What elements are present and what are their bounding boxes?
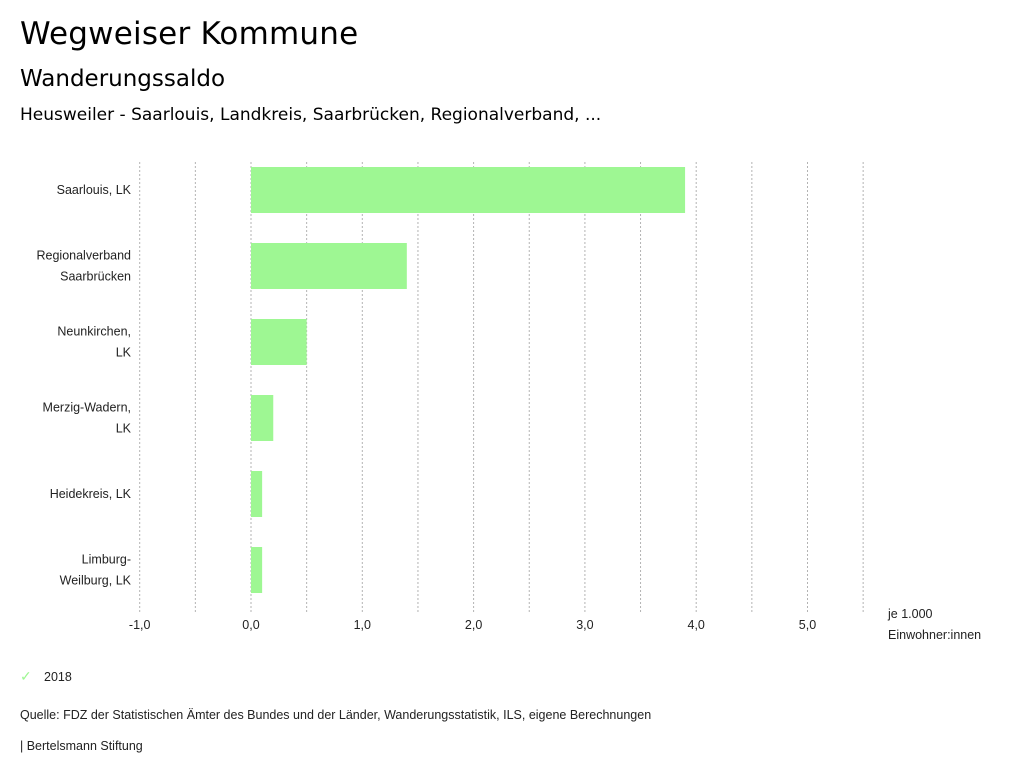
category-label: Limburg- [82, 553, 131, 567]
category-label: LK [116, 346, 132, 360]
category-label: Weilburg, LK [60, 574, 132, 588]
bar-chart: Saarlouis, LK Regionalverband Saarbrücken N… [36, 162, 864, 632]
bars [251, 167, 686, 593]
region-selection: Heusweiler - Saarlouis, Landkreis, Saarb… [20, 105, 602, 125]
x-tick-label: 1,0 [354, 618, 371, 632]
brand-note: | Bertelsmann Stiftung [20, 739, 143, 753]
category-label: Regionalverband [36, 249, 131, 263]
x-axis-unit-label: je 1.000 Einwohner:innen [888, 604, 981, 646]
bar[interactable] [251, 395, 274, 441]
source-note: Quelle: FDZ der Statistischen Ämter des … [20, 708, 652, 722]
unit-line-2: Einwohner:innen [888, 628, 982, 642]
x-tick-label: 5,0 [799, 618, 816, 632]
grid-lines [139, 162, 864, 612]
unit-line-1: je 1.000 [888, 607, 933, 621]
legend-item-2018[interactable]: ✓ 2018 [20, 668, 72, 685]
category-label: Saarlouis, LK [57, 183, 132, 197]
bar[interactable] [251, 167, 686, 213]
x-tick-label: 2,0 [465, 618, 482, 632]
x-tick-label: 4,0 [688, 618, 705, 632]
x-tick-label: 3,0 [576, 618, 593, 632]
chart-subtitle: Wanderungssaldo [20, 66, 226, 92]
category-labels: Saarlouis, LK Regionalverband Saarbrücken N… [36, 183, 131, 588]
x-tick-label: -1,0 [129, 618, 151, 632]
category-label: Heidekreis, LK [50, 487, 132, 501]
bar[interactable] [251, 547, 263, 593]
x-tick-label: 0,0 [242, 618, 259, 632]
category-label: Merzig-Wadern, [43, 401, 131, 415]
page-title: Wegweiser Kommune [20, 16, 359, 52]
bar[interactable] [251, 243, 407, 289]
category-label: Saarbrücken [60, 270, 131, 284]
legend-label: 2018 [44, 669, 72, 684]
category-label: Neunkirchen, [57, 325, 131, 339]
bar[interactable] [251, 319, 307, 365]
x-tick-labels: -1,0 0,0 1,0 2,0 3,0 4,0 5,0 [129, 618, 816, 632]
check-icon: ✓ [20, 668, 32, 684]
bar[interactable] [251, 471, 263, 517]
category-label: LK [116, 422, 132, 436]
